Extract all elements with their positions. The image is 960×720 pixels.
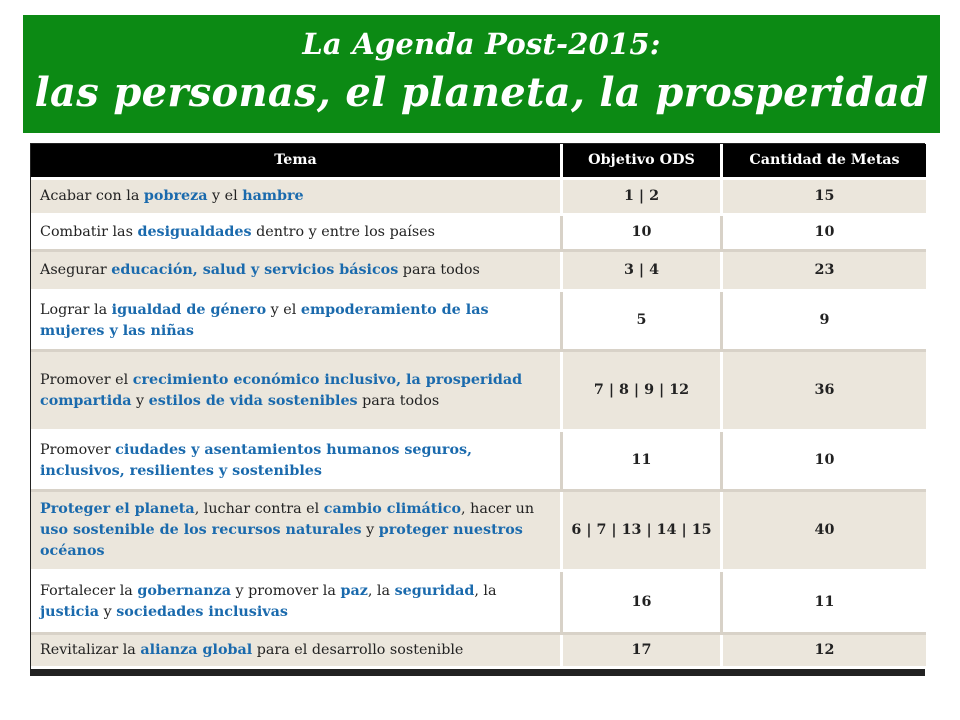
highlighted-phrase: estilos de vida sostenibles	[148, 392, 358, 409]
cell-objetivo-ods: 3 | 4	[563, 252, 723, 292]
cell-tema: Asegurar educación, salud y servicios bá…	[31, 252, 563, 292]
plain-phrase: Asegurar	[40, 262, 112, 278]
header-cantidad-metas: Cantidad de Metas	[723, 144, 926, 180]
goals-table: Tema Objetivo ODS Cantidad de Metas Acab…	[30, 143, 926, 676]
plain-phrase: , hacer un	[461, 501, 535, 517]
header-objetivo-ods: Objetivo ODS	[563, 144, 723, 180]
tema-text: Revitalizar la alianza global para el de…	[40, 640, 463, 661]
title-line-1: La Agenda Post-2015:	[302, 27, 661, 61]
cell-cantidad-metas: 12	[723, 635, 926, 669]
tema-text: Fortalecer la gobernanza y promover la p…	[40, 581, 552, 623]
plain-phrase: y	[361, 522, 379, 538]
plain-phrase: y	[99, 604, 117, 620]
highlighted-phrase: empoderamiento de las mujeres y las niña…	[40, 301, 489, 339]
plain-phrase: para el desarrollo sostenible	[252, 642, 464, 658]
plain-phrase: Lograr la	[40, 301, 112, 318]
highlighted-phrase: sociedades inclusivas	[116, 604, 288, 620]
plain-phrase: Combatir las	[40, 224, 138, 240]
tema-text: Lograr la igualdad de género y el empode…	[40, 300, 552, 342]
tema-text: Combatir las desigualdades dentro y entr…	[40, 222, 435, 243]
highlighted-phrase: cambio climático	[323, 501, 462, 517]
plain-phrase: Acabar con la	[40, 188, 144, 204]
highlighted-phrase: alianza global	[140, 642, 253, 658]
cell-cantidad-metas: 10	[723, 216, 926, 252]
plain-phrase: y promover la	[230, 583, 341, 599]
cell-tema: Proteger el planeta, luchar contra el ca…	[31, 492, 563, 572]
plain-phrase: Fortalecer la	[40, 583, 138, 599]
highlighted-phrase: proteger nuestros océanos	[40, 522, 523, 559]
cell-cantidad-metas: 11	[723, 572, 926, 635]
header-tema: Tema	[31, 144, 563, 180]
title-banner: La Agenda Post-2015: las personas, el pl…	[23, 15, 940, 133]
highlighted-phrase: seguridad	[394, 583, 475, 599]
cell-objetivo-ods: 16	[563, 572, 723, 635]
cell-objetivo-ods: 5	[563, 292, 723, 352]
cell-cantidad-metas: 10	[723, 432, 926, 492]
highlighted-phrase: igualdad de género	[111, 301, 267, 318]
plain-phrase: y el	[266, 301, 301, 318]
tema-text: Asegurar educación, salud y servicios bá…	[40, 260, 480, 281]
cell-objetivo-ods: 7 | 8 | 9 | 12	[563, 352, 723, 432]
highlighted-phrase: gobernanza	[137, 583, 231, 599]
cell-tema: Revitalizar la alianza global para el de…	[31, 635, 563, 669]
cell-tema: Fortalecer la gobernanza y promover la p…	[31, 572, 563, 635]
cell-tema: Promover ciudades y asentamientos humano…	[31, 432, 563, 492]
cell-objetivo-ods: 10	[563, 216, 723, 252]
cell-tema: Lograr la igualdad de género y el empode…	[31, 292, 563, 352]
cell-tema: Acabar con la pobreza y el hambre	[31, 180, 563, 216]
cell-objetivo-ods: 11	[563, 432, 723, 492]
plain-phrase: Promover el	[40, 371, 133, 388]
cell-cantidad-metas: 9	[723, 292, 926, 352]
highlighted-phrase: educación, salud y servicios básicos	[111, 262, 399, 278]
plain-phrase: para todos	[398, 262, 480, 278]
cell-cantidad-metas: 36	[723, 352, 926, 432]
cell-tema: Promover el crecimiento económico inclus…	[31, 352, 563, 432]
cell-cantidad-metas: 23	[723, 252, 926, 292]
highlighted-phrase: pobreza	[143, 188, 208, 204]
tema-text: Promover el crecimiento económico inclus…	[40, 370, 552, 412]
cell-tema: Combatir las desigualdades dentro y entr…	[31, 216, 563, 252]
highlighted-phrase: Proteger el planeta	[40, 501, 195, 517]
plain-phrase: , luchar contra el	[194, 501, 324, 517]
tema-text: Promover ciudades y asentamientos humano…	[40, 440, 552, 482]
tema-text: Proteger el planeta, luchar contra el ca…	[40, 499, 552, 562]
plain-phrase: , la	[474, 583, 497, 599]
highlighted-phrase: uso sostenible de los recursos naturales	[40, 522, 362, 538]
highlighted-phrase: ciudades y asentamientos humanos seguros…	[40, 441, 473, 479]
title-line-2: las personas, el planeta, la prosperidad	[34, 69, 929, 116]
tema-text: Acabar con la pobreza y el hambre	[40, 186, 304, 207]
cell-cantidad-metas: 40	[723, 492, 926, 572]
plain-phrase: Promover	[40, 441, 116, 458]
cell-objetivo-ods: 1 | 2	[563, 180, 723, 216]
cell-objetivo-ods: 6 | 7 | 13 | 14 | 15	[563, 492, 723, 572]
highlighted-phrase: paz	[340, 583, 368, 599]
highlighted-phrase: desigualdades	[137, 224, 252, 240]
highlighted-phrase: hambre	[242, 188, 304, 204]
cell-objetivo-ods: 17	[563, 635, 723, 669]
plain-phrase: Revitalizar la	[40, 642, 141, 658]
plain-phrase: , la	[367, 583, 395, 599]
highlighted-phrase: justicia	[40, 604, 100, 620]
highlighted-phrase: crecimiento económico inclusivo, la pros…	[40, 371, 523, 409]
plain-phrase: para todos	[357, 392, 440, 409]
cell-cantidad-metas: 15	[723, 180, 926, 216]
plain-phrase: dentro y entre los países	[251, 224, 435, 240]
plain-phrase: y	[131, 392, 149, 409]
plain-phrase: y el	[207, 188, 243, 204]
